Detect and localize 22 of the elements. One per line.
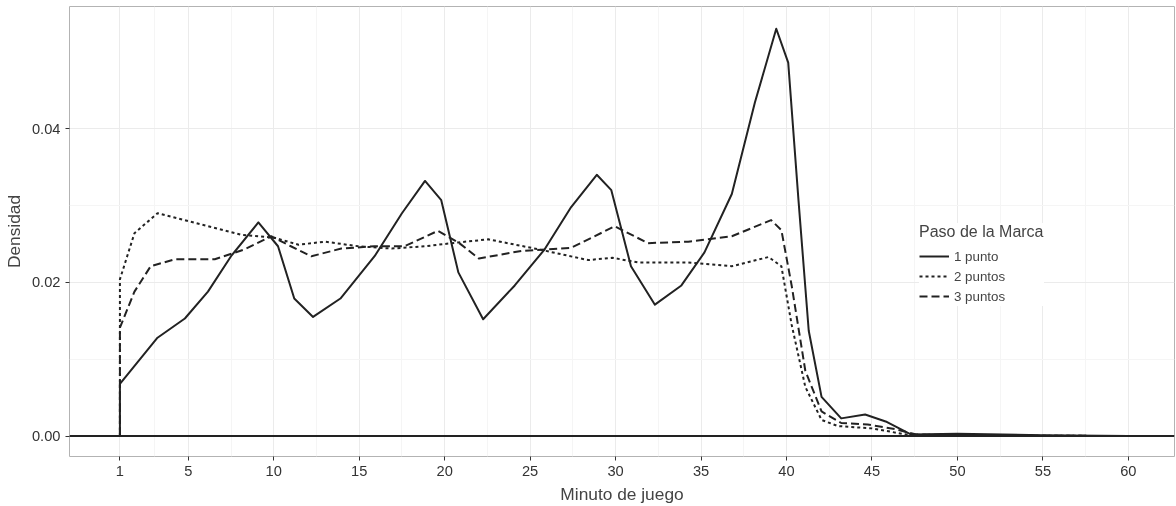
y-tick-label: 0.00 <box>31 428 61 445</box>
x-tick-label: 10 <box>265 462 282 479</box>
x-tick-label: 55 <box>1034 462 1052 479</box>
x-tick-label: 20 <box>436 462 453 479</box>
x-tick-label: 1 <box>115 462 124 479</box>
x-tick-label: 35 <box>692 462 710 479</box>
x-tick-label: 30 <box>607 462 624 479</box>
x-tick-label: 45 <box>863 462 881 479</box>
x-axis-title: Minuto de juego <box>560 483 684 504</box>
y-tick-label: 0.02 <box>31 274 61 291</box>
legend-label: 1 punto <box>954 248 999 264</box>
legend-label: 3 puntos <box>954 288 1006 304</box>
x-tick-label: 5 <box>184 462 193 479</box>
y-axis-title: Densidad <box>3 194 24 269</box>
y-tick-label: 0.04 <box>31 120 61 137</box>
legend-label: 2 puntos <box>954 268 1006 284</box>
x-tick-label: 40 <box>778 462 795 479</box>
x-tick-label: 60 <box>1120 462 1137 479</box>
legend-title: Paso de la Marca <box>919 223 1044 241</box>
x-tick-label: 25 <box>521 462 539 479</box>
x-tick-label: 50 <box>949 462 966 479</box>
x-tick-label: 15 <box>351 462 368 479</box>
